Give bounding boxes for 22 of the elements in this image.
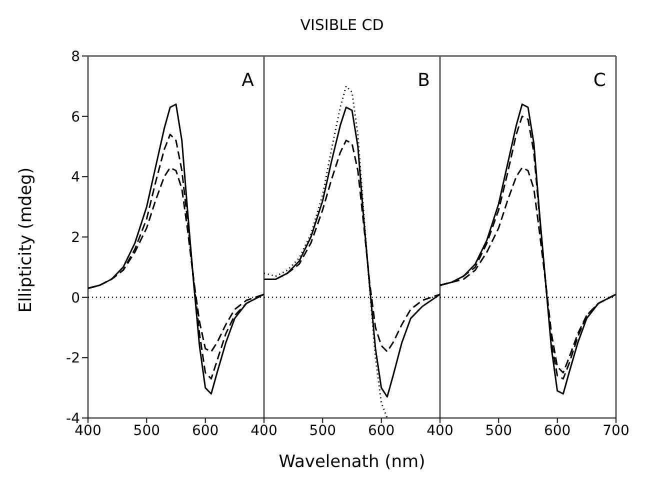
- annotation: A: [242, 70, 254, 91]
- y-tick-label: 8: [71, 48, 80, 65]
- x-tick-label: 600: [368, 422, 395, 439]
- y-axis-title: Ellipticity (mdeg): [16, 167, 36, 313]
- x-axis-title: Wavelenath (nm): [278, 452, 426, 472]
- x-tick-label: 500: [133, 422, 160, 439]
- annotation: C: [593, 70, 606, 91]
- x-tick-label: 400: [250, 422, 278, 439]
- x-tick-label: 500: [309, 422, 336, 439]
- y-tick-label: 2: [71, 230, 80, 246]
- x-tick-label: 400: [74, 422, 102, 439]
- annotation: B: [418, 70, 430, 91]
- y-tick-label: 6: [71, 109, 80, 126]
- y-tick-label: 4: [71, 170, 80, 186]
- x-tick-label: 500: [485, 422, 512, 439]
- x-tick-label: 400: [426, 422, 454, 439]
- x-tick-label: 600: [192, 422, 219, 439]
- x-tick-label: 600: [544, 422, 571, 439]
- y-tick-label: 0: [71, 290, 80, 306]
- y-tick-label: -2: [66, 350, 80, 367]
- x-tick-label: 700: [602, 422, 630, 439]
- chart-title: VISIBLE CD: [299, 16, 385, 34]
